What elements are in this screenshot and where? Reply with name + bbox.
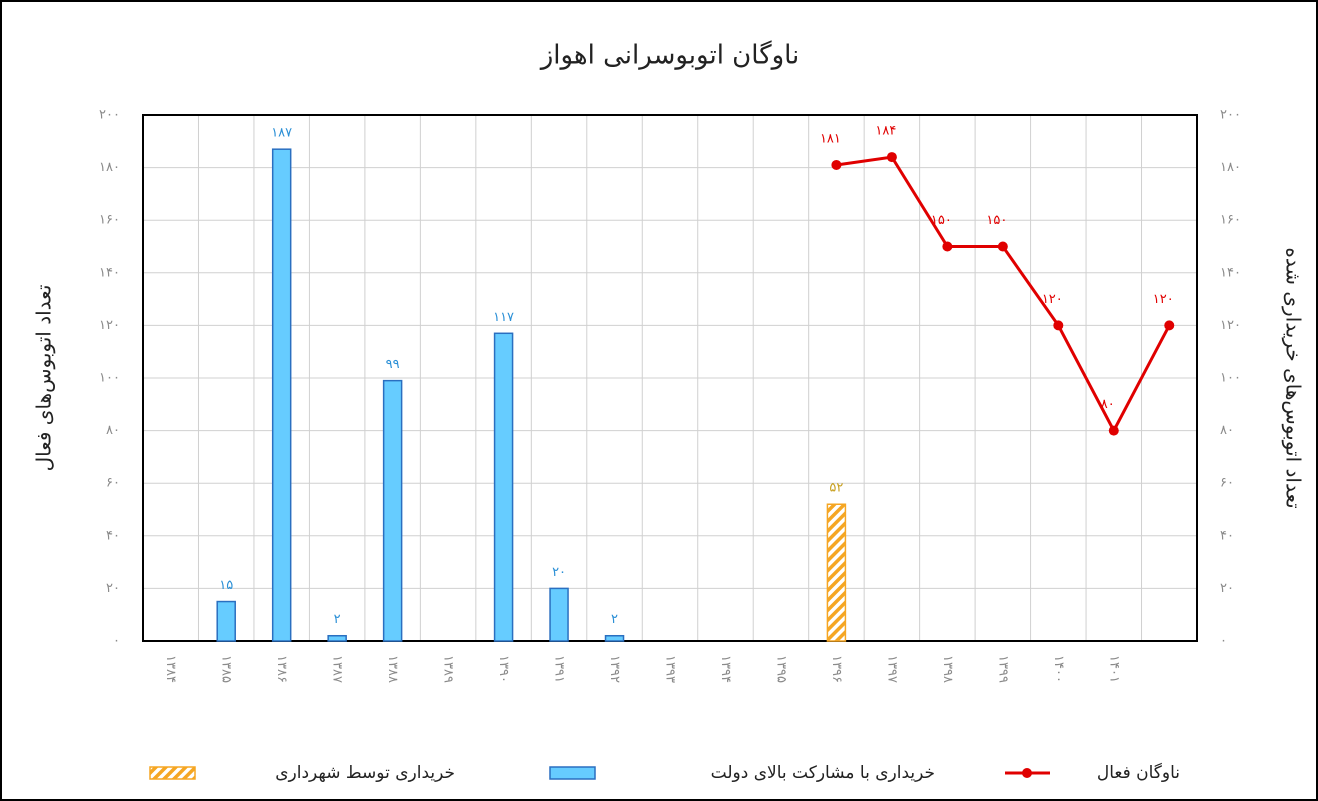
bar — [549, 587, 569, 642]
value-label: ۱۵ — [219, 578, 233, 593]
y2-tick-label: ۱۰۰ — [1220, 371, 1241, 386]
bar — [826, 503, 847, 642]
point — [942, 241, 953, 252]
y-axis-title: تعداد اتوبوس‌های فعال — [32, 285, 56, 472]
bar — [382, 379, 403, 642]
legend-label: خریداری با مشارکت بالای دولت — [711, 763, 935, 783]
value-label: ۱۸۴ — [875, 124, 896, 139]
bar — [327, 634, 347, 642]
x-tick-label: ۱۳۹۰ — [496, 655, 511, 683]
point — [1053, 320, 1064, 331]
y-tick-label: ۱۲۰ — [99, 318, 120, 333]
x-tick-label: ۱۳۹۷ — [884, 655, 899, 683]
value-label: ۲۰ — [552, 565, 566, 580]
y-tick-label: ۲۰۰ — [99, 108, 120, 123]
value-label: ۹۹ — [386, 357, 400, 372]
legend-swatch — [549, 766, 596, 780]
y-tick-label: ۶۰ — [106, 476, 120, 491]
x-tick-label: ۱۳۸۴ — [163, 655, 178, 683]
x-tick-label: ۱۳۹۱ — [552, 655, 567, 683]
value-label: ۸۰ — [1101, 397, 1115, 412]
value-label: ۱۲۰ — [1042, 292, 1063, 307]
bar — [216, 600, 236, 642]
point — [1108, 425, 1119, 436]
y-tick-label: ۲۰ — [106, 581, 120, 596]
value-label: ۱۸۷ — [271, 126, 292, 141]
value-label: ۲ — [334, 612, 341, 627]
value-label: ۱۸۱ — [820, 131, 841, 146]
value-label: ۲ — [611, 612, 618, 627]
value-label: ۱۲۰ — [1153, 292, 1174, 307]
x-tick-label: ۱۳۹۹ — [995, 655, 1010, 683]
y-tick-label: ۴۰ — [106, 528, 120, 543]
y-tick-label: ۱۸۰ — [99, 160, 120, 175]
x-tick-label: ۱۴۰۰ — [1051, 655, 1066, 683]
y-tick-label: ۸۰ — [106, 423, 120, 438]
value-label: ۱۵۰ — [986, 213, 1007, 228]
x-tick-label: ۱۳۹۶ — [829, 655, 844, 683]
point — [997, 241, 1008, 252]
y2-tick-label: ۸۰ — [1220, 423, 1234, 438]
y2-tick-label: ۱۲۰ — [1220, 318, 1241, 333]
y2-tick-label: ۲۰۰ — [1220, 108, 1241, 123]
y2-tick-label: ۴۰ — [1220, 528, 1234, 543]
plot-border — [142, 114, 1198, 642]
y2-tick-label: ۱۴۰ — [1220, 265, 1241, 280]
y2-tick-label: ۶۰ — [1220, 476, 1234, 491]
legend-swatch — [149, 766, 196, 780]
x-tick-label: ۱۳۹۲ — [607, 655, 622, 683]
value-label: ۱۱۷ — [493, 310, 514, 325]
legend-label: ناوگان فعال — [1097, 762, 1180, 783]
y2-tick-label: ۱۶۰ — [1220, 213, 1241, 228]
x-tick-label: ۱۳۸۷ — [330, 655, 345, 683]
value-label: ۱۵۰ — [931, 213, 952, 228]
x-tick-label: ۱۳۹۸ — [940, 655, 955, 683]
point — [831, 159, 842, 170]
y2-tick-label: ۲۰ — [1220, 581, 1234, 596]
bar — [271, 148, 292, 642]
y-tick-label: ۱۴۰ — [99, 265, 120, 280]
bar — [493, 332, 514, 642]
x-tick-label: ۱۴۰۱ — [1106, 655, 1121, 683]
value-label: ۵۲ — [829, 481, 843, 496]
y2-tick-label: ۰ — [1220, 634, 1227, 649]
x-tick-label: ۱۳۹۴ — [718, 655, 733, 683]
point — [886, 152, 897, 163]
legend-label: خریداری توسط شهرداری — [275, 763, 455, 783]
y2-axis-title: تعداد اتوبوس‌های خریداری شده — [1282, 247, 1306, 508]
y-tick-label: ۱۰۰ — [99, 371, 120, 386]
x-tick-label: ۱۳۸۵ — [219, 655, 234, 683]
point — [1164, 320, 1175, 331]
y2-tick-label: ۱۸۰ — [1220, 160, 1241, 175]
x-tick-label: ۱۳۸۸ — [385, 655, 400, 683]
x-tick-label: ۱۳۹۳ — [663, 655, 678, 683]
chart-title: ناوگان اتوبوسرانی اهواز — [539, 40, 800, 71]
legend-swatch — [1022, 768, 1032, 778]
x-tick-label: ۱۳۸۶ — [274, 655, 289, 683]
y-tick-label: ۱۶۰ — [99, 213, 120, 228]
x-tick-label: ۱۳۹۵ — [773, 655, 788, 683]
y-tick-label: ۰ — [113, 634, 120, 649]
x-tick-label: ۱۳۸۹ — [441, 655, 456, 683]
bar — [604, 634, 625, 642]
